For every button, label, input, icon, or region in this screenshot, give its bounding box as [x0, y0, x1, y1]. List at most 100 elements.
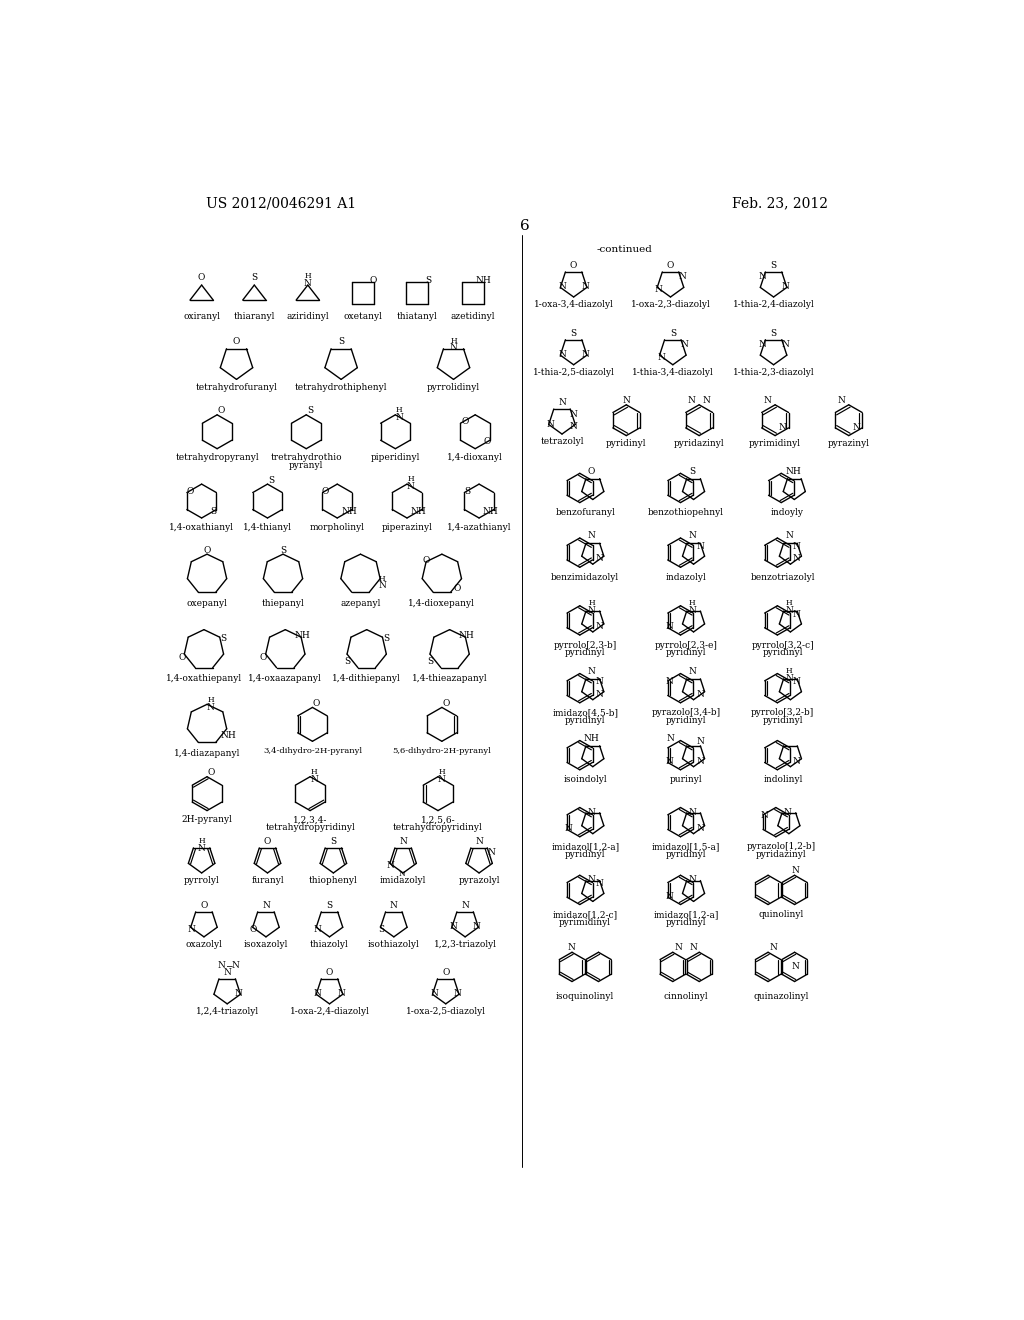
Text: oxepanyl: oxepanyl — [186, 599, 227, 609]
Text: N: N — [198, 843, 206, 853]
Text: N: N — [450, 343, 458, 352]
Text: N: N — [655, 285, 663, 294]
Text: N: N — [696, 543, 703, 550]
Text: tetrahydropyridinyl: tetrahydropyridinyl — [265, 824, 355, 832]
Text: N: N — [785, 531, 793, 540]
Text: N: N — [690, 944, 697, 952]
Text: imidazo[1,2-a]: imidazo[1,2-a] — [653, 909, 719, 919]
Text: H: H — [396, 407, 402, 414]
Text: isoquinolinyl: isoquinolinyl — [556, 991, 614, 1001]
Text: indoyly: indoyly — [770, 508, 803, 517]
Text: imidazol[1,2-a]: imidazol[1,2-a] — [551, 842, 620, 851]
Text: N: N — [461, 900, 469, 909]
Text: pyrazolyl: pyrazolyl — [459, 876, 500, 886]
Text: S: S — [338, 337, 344, 346]
Text: O: O — [442, 700, 450, 708]
Text: N: N — [378, 581, 386, 590]
Text: N: N — [558, 282, 566, 292]
Text: N: N — [688, 875, 696, 884]
Text: N: N — [793, 756, 801, 766]
Text: piperidinyl: piperidinyl — [371, 454, 420, 462]
Text: N: N — [657, 352, 666, 362]
Text: N: N — [558, 350, 566, 359]
Text: 1,4-oxathiepanyl: 1,4-oxathiepanyl — [166, 675, 242, 684]
Text: N: N — [569, 422, 578, 430]
Text: O: O — [178, 653, 186, 661]
Text: pyrazolo[3,4-b]: pyrazolo[3,4-b] — [651, 709, 721, 717]
Text: N: N — [758, 272, 766, 281]
Text: N: N — [764, 396, 771, 405]
Text: 1,4-oxaazapanyl: 1,4-oxaazapanyl — [249, 675, 323, 684]
Text: pyrrolo[3,2-c]: pyrrolo[3,2-c] — [752, 640, 814, 649]
Text: imidazolyl: imidazolyl — [380, 876, 426, 886]
Text: N: N — [231, 961, 239, 970]
Text: NH: NH — [584, 734, 599, 743]
Text: tetrahydropyridinyl: tetrahydropyridinyl — [393, 824, 483, 832]
Text: 1,2,3-triazolyl: 1,2,3-triazolyl — [433, 940, 497, 949]
Text: pyridazinyl: pyridazinyl — [674, 438, 725, 447]
Text: pyrimidinyl: pyrimidinyl — [750, 438, 801, 447]
Text: S: S — [425, 276, 431, 285]
Text: 1,2,5,6-: 1,2,5,6- — [421, 816, 456, 824]
Text: N: N — [793, 610, 801, 619]
Text: pyridinyl: pyridinyl — [666, 648, 707, 657]
Text: N: N — [582, 350, 589, 359]
Text: N: N — [547, 420, 554, 429]
Text: NH: NH — [295, 631, 310, 640]
Text: S: S — [307, 407, 313, 416]
Text: N: N — [665, 677, 673, 686]
Text: thiatanyl: thiatanyl — [396, 312, 437, 321]
Text: O: O — [483, 437, 490, 446]
Text: N: N — [837, 396, 845, 405]
Text: imidazo[4,5-b]: imidazo[4,5-b] — [552, 709, 618, 717]
Text: piperazinyl: piperazinyl — [382, 523, 432, 532]
Text: N: N — [688, 531, 696, 540]
Text: N: N — [667, 734, 675, 743]
Text: tetrazolyl: tetrazolyl — [541, 437, 584, 446]
Text: pyridinyl: pyridinyl — [565, 850, 605, 859]
Text: H: H — [451, 337, 457, 345]
Text: N: N — [688, 667, 696, 676]
Text: NH: NH — [459, 631, 474, 640]
Text: O: O — [264, 837, 271, 846]
Text: N: N — [187, 925, 196, 933]
Text: benzothiopehnyl: benzothiopehnyl — [648, 508, 724, 517]
Text: NH: NH — [785, 466, 801, 475]
Text: benzofuranyl: benzofuranyl — [555, 508, 615, 517]
Text: N: N — [387, 861, 394, 870]
Text: O: O — [588, 466, 595, 475]
Text: 1,4-dithiepanyl: 1,4-dithiepanyl — [333, 675, 401, 684]
Text: azetidinyl: azetidinyl — [451, 312, 496, 321]
Text: H: H — [304, 272, 311, 280]
Text: aziridinyl: aziridinyl — [287, 312, 329, 321]
Text: 3,4-dihydro-2H-pyranyl: 3,4-dihydro-2H-pyranyl — [263, 747, 362, 755]
Text: O: O — [370, 276, 378, 285]
Text: H: H — [689, 599, 695, 607]
Text: H: H — [310, 768, 317, 776]
Text: N: N — [595, 879, 603, 888]
Text: furanyl: furanyl — [251, 876, 284, 886]
Text: N: N — [207, 704, 215, 711]
Text: tetrahydropyranyl: tetrahydropyranyl — [175, 454, 259, 462]
Text: benzotriazolyl: benzotriazolyl — [751, 573, 815, 582]
Text: S: S — [770, 329, 776, 338]
Text: N: N — [595, 677, 603, 686]
Text: N: N — [399, 837, 408, 846]
Text: N: N — [438, 775, 445, 784]
Text: 1,4-thianyl: 1,4-thianyl — [243, 523, 292, 532]
Text: S: S — [344, 657, 350, 665]
Text: N: N — [337, 990, 345, 998]
Text: N: N — [582, 282, 589, 292]
Text: 1-oxa-2,3-diazolyl: 1-oxa-2,3-diazolyl — [631, 300, 711, 309]
Text: N: N — [595, 622, 603, 631]
Text: pyridinyl: pyridinyl — [666, 715, 707, 725]
Text: N: N — [223, 968, 231, 977]
Text: N: N — [588, 667, 595, 676]
Text: O: O — [423, 556, 430, 565]
Text: N: N — [407, 482, 415, 491]
Text: N: N — [567, 944, 575, 952]
Text: pyridinyl: pyridinyl — [763, 648, 803, 657]
Text: S: S — [770, 261, 776, 269]
Text: N: N — [595, 554, 603, 564]
Text: N: N — [675, 944, 682, 952]
